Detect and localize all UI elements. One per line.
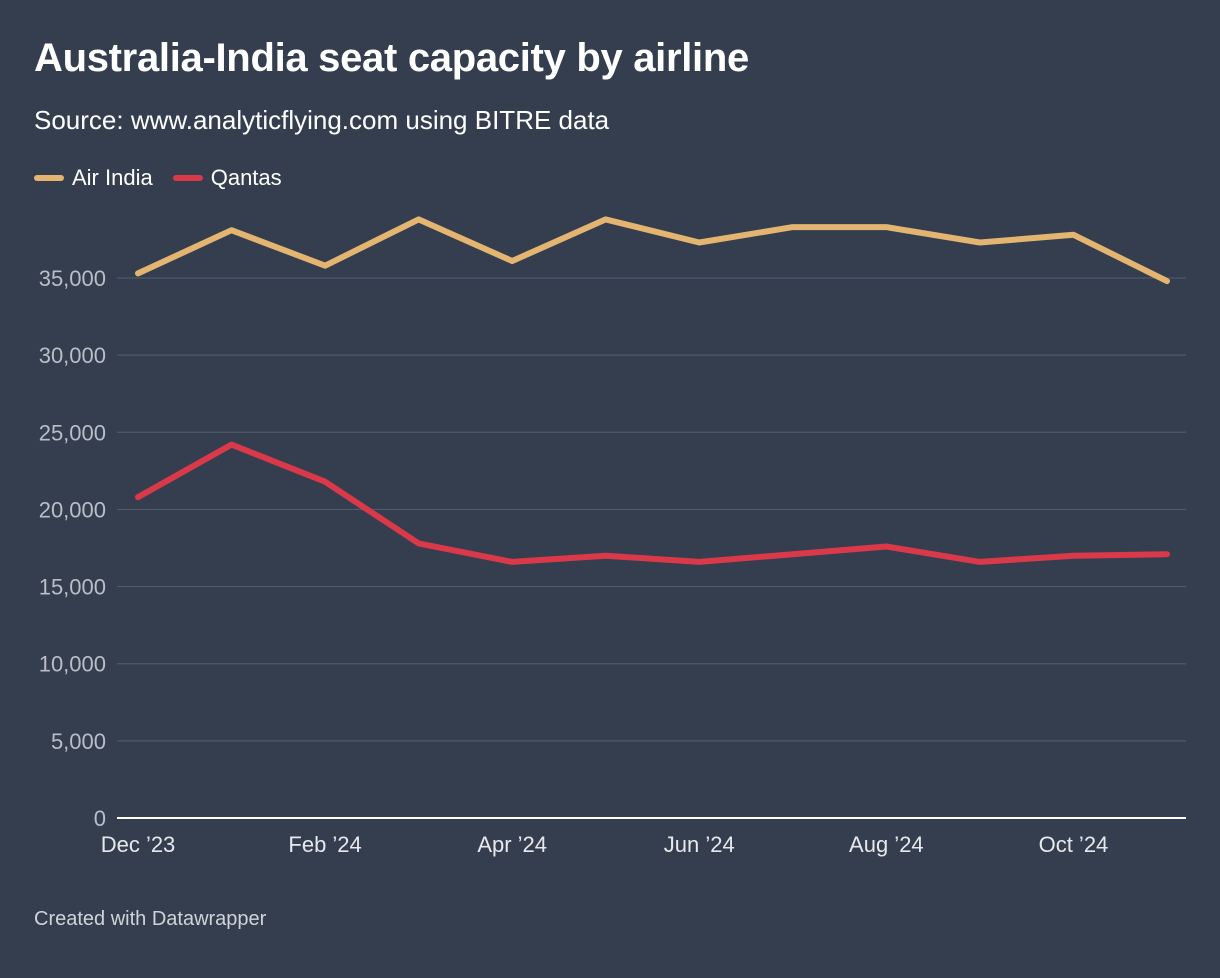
y-tick-label: 30,000 bbox=[39, 343, 106, 368]
legend-label-qantas: Qantas bbox=[210, 165, 282, 190]
y-tick-label: 15,000 bbox=[39, 575, 106, 600]
y-tick-label: 20,000 bbox=[39, 497, 106, 522]
x-tick-label: Dec ’23 bbox=[101, 832, 176, 857]
chart-legend: Air India Qantas bbox=[34, 165, 302, 191]
y-tick-label: 25,000 bbox=[39, 420, 106, 445]
legend-swatch-air-india bbox=[34, 175, 64, 181]
chart-subtitle: Source: www.analyticflying.com using BIT… bbox=[34, 105, 610, 135]
y-tick-label: 5,000 bbox=[51, 729, 106, 754]
legend-swatch-qantas bbox=[172, 175, 203, 181]
series-line-air-india bbox=[135, 216, 1170, 285]
x-tick-label: Apr ’24 bbox=[477, 832, 547, 857]
legend-item-air-india: Air India bbox=[34, 165, 153, 191]
x-tick-label: Aug ’24 bbox=[849, 832, 924, 857]
y-tick-label: 0 bbox=[94, 806, 106, 831]
chart-title: Australia-India seat capacity by airline bbox=[34, 36, 749, 80]
legend-label-air-india: Air India bbox=[72, 165, 153, 190]
x-tick-label: Oct ’24 bbox=[1039, 832, 1109, 857]
legend-item-qantas: Qantas bbox=[172, 165, 282, 191]
footer-credit: Created with Datawrapper bbox=[34, 908, 267, 930]
x-tick-label: Jun ’24 bbox=[664, 832, 735, 857]
x-tick-label: Feb ’24 bbox=[288, 832, 361, 857]
y-tick-label: 35,000 bbox=[39, 266, 106, 291]
series-line-qantas bbox=[135, 441, 1170, 565]
y-tick-label: 10,000 bbox=[39, 652, 106, 677]
